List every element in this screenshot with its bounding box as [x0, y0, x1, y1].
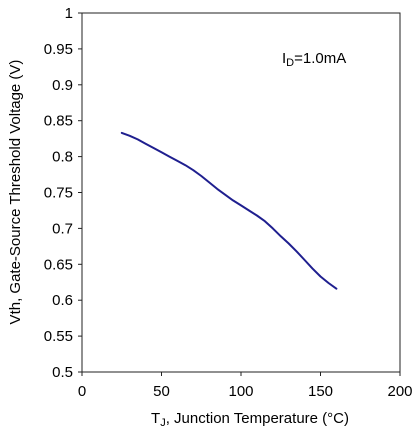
- x-axis-ticks: 0 50 100 150 200: [78, 372, 413, 400]
- annotation-main: I: [282, 50, 286, 67]
- y-axis-ticks: 0.5 0.55 0.6 0.65 0.7 0.75 0.8 0.85 0.9 0.95 1: [44, 5, 82, 381]
- y-tick-label: 0.6: [52, 292, 73, 309]
- x-tick-label: 200: [387, 383, 412, 400]
- x-tick-label: 100: [228, 383, 253, 400]
- annotation-subscript: D: [286, 57, 294, 69]
- current-condition-annotation: ID=1.0mA: [282, 50, 346, 69]
- y-axis-label: Vth, Gate-Source Threshold Voltage (V): [7, 60, 24, 325]
- y-tick-label: 0.95: [44, 41, 73, 58]
- y-tick-label: 0.75: [44, 185, 73, 202]
- annotation-rest: =1.0mA: [294, 50, 346, 67]
- y-tick-label: 0.5: [52, 364, 73, 381]
- y-tick-label: 0.85: [44, 113, 73, 130]
- x-axis-label-subscript: J: [160, 417, 166, 429]
- y-tick-label: 0.8: [52, 149, 73, 166]
- y-tick-label: 0.9: [52, 77, 73, 94]
- y-tick-label: 1: [65, 5, 73, 22]
- plot-frame: [81, 12, 401, 373]
- x-axis-label-main: T: [151, 410, 160, 427]
- x-tick-label: 150: [308, 383, 333, 400]
- x-tick-label: 50: [153, 383, 170, 400]
- y-tick-label: 0.7: [52, 220, 73, 237]
- x-axis-label: TJ, Junction Temperature (°C): [151, 410, 349, 429]
- vth-curve-line: [120, 131, 338, 290]
- x-tick-label: 0: [78, 383, 86, 400]
- x-axis-label-rest: , Junction Temperature (°C): [166, 410, 349, 427]
- y-tick-label: 0.65: [44, 256, 73, 273]
- y-tick-label: 0.55: [44, 328, 73, 345]
